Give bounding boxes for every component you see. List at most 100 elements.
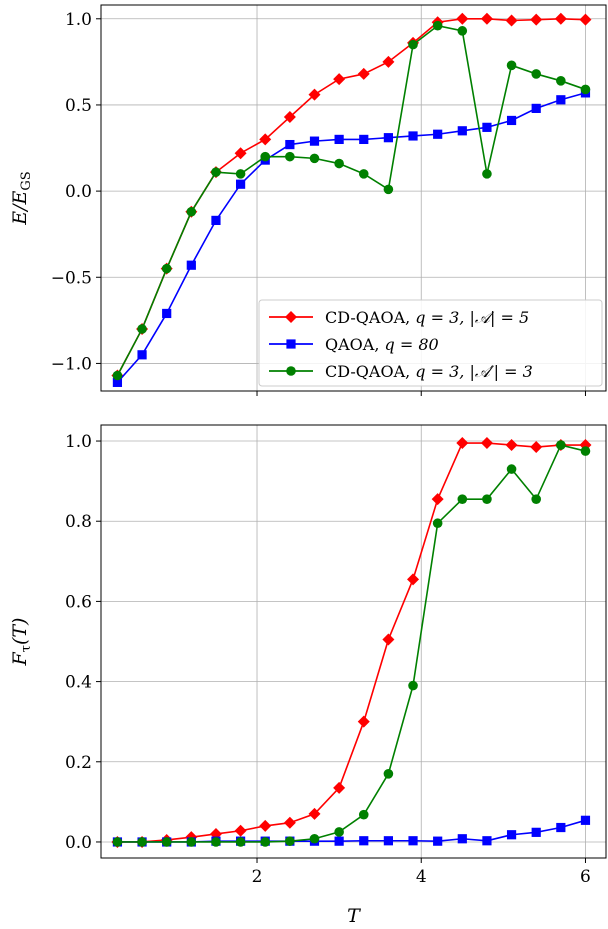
data-point — [334, 134, 344, 145]
data-point — [308, 807, 321, 820]
data-point — [334, 158, 344, 169]
data-point — [505, 14, 518, 27]
data-point — [234, 147, 247, 160]
data-point — [408, 131, 418, 141]
data-point — [162, 308, 172, 319]
data-point — [432, 518, 443, 529]
data-point — [161, 837, 172, 847]
data-point — [260, 151, 271, 162]
data-point — [137, 837, 147, 847]
data-point — [383, 836, 393, 846]
data-point — [431, 493, 444, 506]
data-point — [580, 84, 591, 95]
data-point — [556, 440, 566, 450]
data-point — [333, 73, 346, 86]
data-point — [259, 133, 272, 146]
legend-marker — [286, 339, 296, 349]
series-line — [117, 442, 586, 843]
data-point — [433, 129, 443, 139]
data-point — [334, 836, 344, 846]
data-point — [235, 179, 246, 189]
data-point — [531, 103, 541, 113]
y-axis-label: Fτ(T) — [9, 618, 34, 667]
data-point — [283, 111, 296, 124]
legend-label: QAOA, q = 80 — [325, 335, 439, 354]
data-point — [260, 837, 271, 847]
data-point — [530, 13, 543, 26]
legend-marker — [286, 366, 296, 376]
data-point — [161, 263, 172, 274]
data-point — [580, 815, 591, 825]
data-point — [457, 834, 467, 844]
data-point — [480, 437, 493, 450]
series-line — [117, 444, 586, 843]
data-point — [383, 133, 393, 143]
data-point — [285, 836, 295, 846]
x-tick-label: 6 — [580, 867, 591, 887]
data-point — [580, 446, 591, 456]
data-point — [506, 830, 517, 840]
data-point — [382, 633, 395, 646]
data-point — [309, 153, 320, 164]
data-point — [308, 88, 321, 101]
y-tick-label: 0.2 — [65, 753, 92, 773]
legend-marker — [285, 311, 297, 323]
data-point — [112, 837, 123, 847]
plot-frame — [100, 424, 607, 859]
data-point — [234, 824, 247, 837]
data-point — [283, 816, 296, 829]
y-tick-label: 1.0 — [65, 432, 92, 452]
legend-label: CD-QAOA, q = 3, |𝒜′| = 3 — [325, 362, 533, 381]
data-point — [482, 169, 492, 179]
data-point — [408, 39, 418, 50]
legend-box — [258, 299, 603, 387]
data-point — [457, 126, 467, 136]
data-point — [456, 437, 469, 450]
data-point — [137, 350, 147, 360]
data-point — [506, 60, 517, 71]
data-point — [357, 715, 370, 728]
data-point — [285, 151, 295, 162]
data-point — [530, 441, 543, 454]
data-point — [358, 809, 369, 820]
data-point — [531, 494, 542, 504]
x-tick-label: 2 — [252, 867, 263, 887]
legend: CD-QAOA, q = 3, |𝒜| = 5 QAOA, q = 80 CD-QA… — [258, 299, 603, 387]
y-tick-label: 0.0 — [65, 833, 92, 853]
data-point — [457, 494, 468, 504]
data-point — [457, 26, 468, 36]
data-point — [432, 20, 443, 31]
data-point — [480, 12, 493, 25]
data-point — [359, 836, 369, 846]
data-point — [433, 836, 443, 846]
data-point — [554, 12, 567, 25]
data-point — [383, 769, 394, 779]
data-point — [112, 377, 123, 387]
data-point — [186, 260, 196, 270]
top-panel: −1.0 −0.5 0.0 0.5 1.0 E/EGS — [9, 4, 607, 396]
x-axis-label: T — [347, 905, 361, 927]
data-point — [211, 167, 221, 177]
data-point — [531, 827, 541, 837]
y-tick-label: 0.0 — [65, 182, 92, 202]
series-line — [116, 24, 586, 376]
data-point — [579, 13, 592, 26]
data-point — [531, 69, 542, 79]
data-point — [357, 67, 370, 80]
data-point — [505, 439, 518, 452]
data-point — [285, 139, 295, 150]
y-tick-label: 0.6 — [65, 592, 92, 612]
data-point — [309, 136, 320, 146]
data-point — [259, 819, 272, 832]
data-point — [506, 464, 517, 474]
data-point — [211, 215, 221, 226]
data-point — [137, 324, 147, 334]
bottom-panel: 2 4 6 0.0 0.2 0.4 0.6 0.8 1.0 Fτ(T) T — [9, 424, 607, 927]
data-point — [506, 115, 517, 126]
x-tick-label: 4 — [416, 867, 427, 887]
data-point — [235, 837, 246, 847]
data-point — [333, 781, 346, 794]
y-axis-label: E/EGS — [9, 171, 34, 225]
data-point — [556, 822, 566, 833]
data-point — [383, 184, 394, 195]
